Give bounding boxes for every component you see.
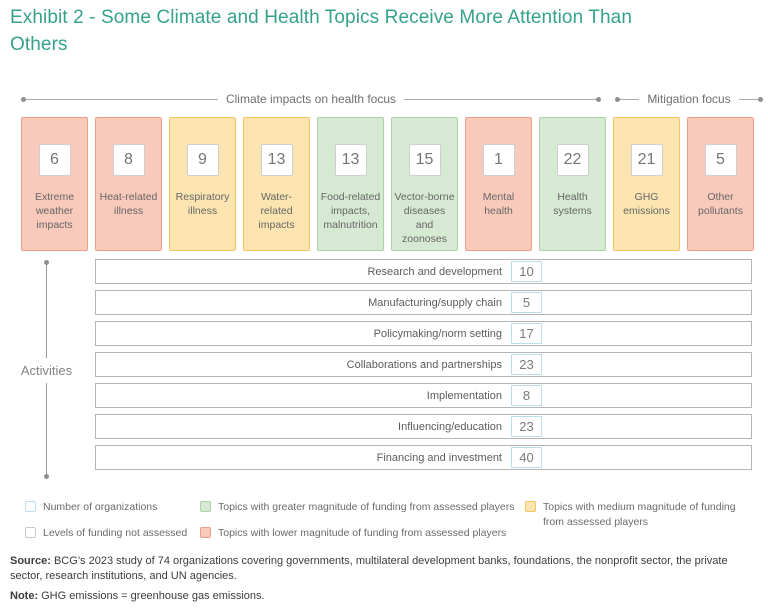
activity-rows: Research and development 10 Manufacturin… — [95, 259, 752, 476]
activity-count-box: 8 — [511, 385, 542, 406]
topic-card-mental-health: 1 Mental health — [465, 117, 532, 251]
activity-row-financing: Financing and investment 40 — [95, 445, 752, 470]
source-line: Source: BCG’s 2023 study of 74 organizati… — [10, 554, 760, 584]
activity-row-implementation: Implementation 8 — [95, 383, 752, 408]
topic-card-label: Respiratory illness — [175, 191, 230, 217]
activities-axis-label: Activities — [6, 358, 87, 383]
source-label: Source: — [10, 555, 51, 567]
bracket-dot — [758, 96, 763, 102]
activity-count-box: 17 — [511, 323, 542, 344]
topic-card-respiratory: 9 Respiratory illness — [169, 117, 236, 251]
activity-count-box: 5 — [511, 292, 542, 313]
topic-card-label: Food-related impacts, malnutrition — [320, 191, 381, 231]
bracket-line — [404, 98, 596, 100]
bracket-dot — [21, 96, 26, 102]
activity-row-policymaking: Policymaking/norm setting 17 — [95, 321, 752, 346]
topic-count-box: 5 — [704, 144, 737, 176]
legend-label: Topics with greater magnitude of funding… — [218, 501, 515, 513]
legend-column: Topics with greater magnitude of funding… — [200, 500, 518, 551]
activity-count-box: 10 — [511, 261, 542, 282]
topic-card-label: Water-related impacts — [258, 191, 295, 231]
activity-row-influencing: Influencing/education 23 — [95, 414, 752, 439]
topic-card-water-impacts: 13 Water-related impacts — [243, 117, 310, 251]
topic-card-vector-borne: 15 Vector-borne diseases and zoonoses — [391, 117, 458, 251]
legend-column: Topics with medium magnitude of funding … — [525, 500, 757, 540]
topic-card-label: Other pollutants — [698, 191, 743, 217]
legend-item-lower-funding: Topics with lower magnitude of funding f… — [200, 526, 518, 541]
activity-label: Research and development — [367, 265, 502, 278]
note-line: Note: GHG emissions = greenhouse gas emis… — [10, 589, 760, 604]
topic-count-box: 13 — [334, 144, 367, 176]
bracket-line — [738, 98, 758, 100]
activity-count-box: 23 — [511, 354, 542, 375]
bracket-line — [26, 98, 218, 100]
activity-label: Influencing/education — [398, 420, 502, 433]
bracket-line — [620, 98, 640, 100]
activity-label: Implementation — [426, 389, 502, 402]
topic-cards: 6 Extreme weather impacts 8 Heat-related… — [21, 117, 754, 251]
topic-card-label: GHG emissions — [623, 191, 670, 217]
legend-item-funding-not-assessed: Levels of funding not assessed — [25, 526, 190, 541]
legend-swatch-medium — [525, 501, 536, 512]
activity-label: Policymaking/norm setting — [373, 327, 502, 340]
exhibit-title: Exhibit 2 - Some Climate and Health Topi… — [10, 7, 633, 55]
legend-label: Levels of funding not assessed — [43, 526, 188, 539]
legend-swatch-greater — [200, 501, 211, 512]
topic-count-box: 1 — [482, 144, 515, 176]
legend-swatch-value-box — [25, 501, 36, 512]
bracket-dot — [596, 96, 601, 102]
activity-label: Manufacturing/supply chain — [368, 296, 502, 309]
topic-card-label: Heat-related illness — [99, 191, 158, 217]
source-text: BCG’s 2023 study of 74 organizations cov… — [10, 555, 728, 583]
legend-item-greater-funding: Topics with greater magnitude of funding… — [200, 500, 518, 515]
topic-card-label: Health systems — [553, 191, 592, 217]
activity-count-box: 40 — [511, 447, 542, 468]
legend-label: Number of organizations — [43, 501, 158, 513]
axis-dot — [44, 474, 49, 479]
legend-swatch-lower — [200, 526, 211, 538]
bracket-dot — [615, 96, 620, 102]
activity-label: Financing and investment — [376, 451, 502, 464]
topic-count-box: 6 — [38, 144, 71, 176]
topic-count-box: 21 — [630, 144, 663, 176]
topic-card-heat-illness: 8 Heat-related illness — [95, 117, 162, 251]
bracket-mitigation: Mitigation focus — [615, 92, 763, 106]
legend-swatch-not-assessed — [25, 526, 36, 538]
bracket-mitigation-label: Mitigation focus — [647, 92, 731, 106]
topic-card-ghg-emissions: 21 GHG emissions — [613, 117, 680, 251]
activity-row-collaborations: Collaborations and partnerships 23 — [95, 352, 752, 377]
topic-card-extreme-weather: 6 Extreme weather impacts — [21, 117, 88, 251]
legend-column: Number of organizations Levels of fundin… — [25, 500, 190, 551]
topic-card-label: Mental health — [482, 191, 515, 217]
activity-row-research: Research and development 10 — [95, 259, 752, 284]
legend-label: Topics with lower magnitude of funding f… — [218, 526, 507, 539]
topic-card-label: Vector-borne diseases and zoonoses — [394, 191, 455, 245]
topic-card-food-impacts: 13 Food-related impacts, malnutrition — [317, 117, 384, 251]
legend-item-medium-funding: Topics with medium magnitude of funding … — [525, 500, 757, 529]
topic-count-box: 15 — [408, 144, 441, 176]
topic-card-other-pollutants: 5 Other pollutants — [687, 117, 754, 251]
activity-label: Collaborations and partnerships — [346, 358, 502, 371]
note-label: Note: — [10, 590, 39, 602]
topic-card-label: Extreme weather impacts — [34, 191, 75, 231]
topic-card-health-systems: 22 Health systems — [539, 117, 606, 251]
activity-count-box: 23 — [511, 416, 542, 437]
activity-row-manufacturing: Manufacturing/supply chain 5 — [95, 290, 752, 315]
note-text: GHG emissions = greenhouse gas emissions… — [41, 590, 265, 602]
topic-count-box: 22 — [556, 144, 589, 176]
axis-dot — [44, 260, 49, 265]
bracket-climate-impacts: Climate impacts on health focus — [21, 92, 601, 106]
topic-count-box: 8 — [112, 144, 145, 176]
bracket-climate-label: Climate impacts on health focus — [225, 92, 397, 106]
topic-count-box: 13 — [260, 144, 293, 176]
legend-label: Topics with medium magnitude of funding … — [543, 501, 736, 528]
topic-count-box: 9 — [186, 144, 219, 176]
legend-item-number-of-organizations: Number of organizations — [25, 500, 190, 515]
